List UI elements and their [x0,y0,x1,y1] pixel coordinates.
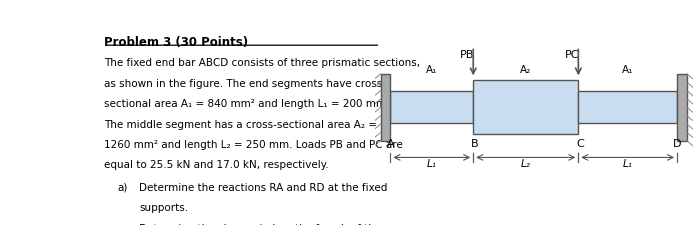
Bar [381,74,391,141]
Text: Determine the reactions RA and RD at the fixed: Determine the reactions RA and RD at the… [139,182,387,193]
Bar [473,80,578,134]
Text: equal to 25.5 kN and 17.0 kN, respectively.: equal to 25.5 kN and 17.0 kN, respective… [104,160,328,170]
Text: Determine the change in length of each of the: Determine the change in length of each o… [139,224,382,225]
Text: supports.: supports. [139,203,188,213]
Text: A₁: A₁ [426,65,438,75]
Bar [391,92,473,123]
Text: PC: PC [565,50,579,60]
Text: Problem 3 (30 Points): Problem 3 (30 Points) [104,36,248,49]
Text: a): a) [118,182,127,193]
Text: PB: PB [460,50,474,60]
Text: D: D [673,139,681,148]
Bar [578,92,677,123]
Text: L₁: L₁ [623,159,633,169]
Text: A: A [386,139,394,148]
Text: L₁: L₁ [427,159,437,169]
Text: B: B [471,139,479,148]
Text: The fixed end bar ABCD consists of three prismatic sections,: The fixed end bar ABCD consists of three… [104,58,420,68]
Bar [677,74,687,141]
Text: The middle segment has a cross-sectional area A₂ =: The middle segment has a cross-sectional… [104,119,377,130]
Text: C: C [576,139,584,148]
Text: A₂: A₂ [520,65,531,75]
Text: sectional area A₁ = 840 mm² and length L₁ = 200 mm.: sectional area A₁ = 840 mm² and length L… [104,99,389,109]
Text: A₁: A₁ [622,65,634,75]
Text: L₂: L₂ [521,159,531,169]
Text: 1260 mm² and length L₂ = 250 mm. Loads PB and PC are: 1260 mm² and length L₂ = 250 mm. Loads P… [104,140,402,150]
Text: b): b) [118,224,128,225]
Text: as shown in the figure. The end segments have cross-: as shown in the figure. The end segments… [104,79,386,89]
